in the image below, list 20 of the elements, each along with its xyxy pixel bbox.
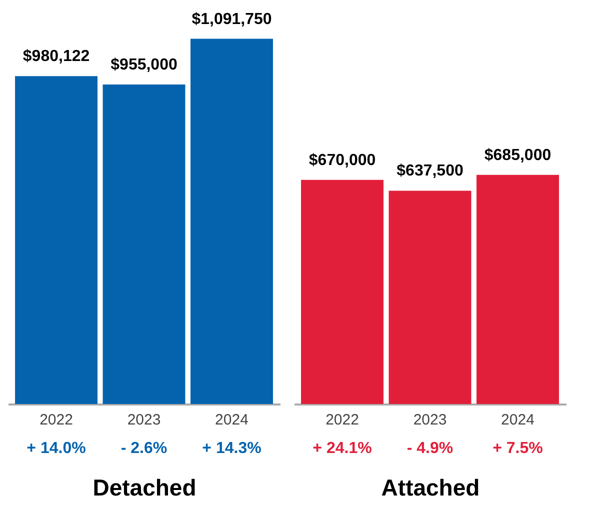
x-tick-label: 2023 bbox=[413, 412, 447, 428]
text: - 4.9% bbox=[406, 440, 454, 457]
x-tick-label: 2023 bbox=[127, 412, 161, 428]
text: + 7.5% bbox=[492, 440, 543, 457]
data-label: $980,122 bbox=[22, 48, 90, 66]
x-axis-title: Detached bbox=[92, 474, 196, 500]
x-axis-title: Attached bbox=[381, 474, 480, 500]
text: - 2.6% bbox=[120, 440, 168, 457]
data-label: $1,091,750 bbox=[192, 10, 272, 28]
data-label: $955,000 bbox=[110, 56, 178, 74]
text: + 24.1% bbox=[312, 440, 372, 457]
x-tick-label: 2024 bbox=[501, 412, 534, 428]
x-tick-label: 2024 bbox=[215, 412, 248, 428]
data-label: $685,000 bbox=[484, 146, 552, 164]
x-tick-label: 2022 bbox=[326, 412, 359, 428]
text: + 14.3% bbox=[202, 440, 262, 457]
x-tick-label: 2022 bbox=[40, 412, 73, 428]
data-label: $637,500 bbox=[396, 162, 464, 180]
text: + 14.0% bbox=[26, 440, 86, 457]
data-label: $670,000 bbox=[308, 152, 376, 169]
